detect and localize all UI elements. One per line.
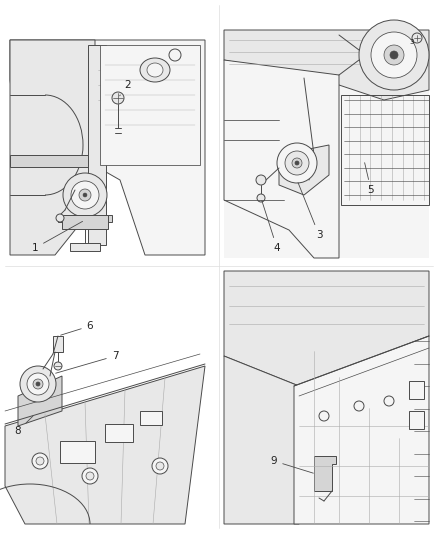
Circle shape (412, 33, 422, 43)
Circle shape (292, 158, 302, 168)
Polygon shape (224, 60, 339, 258)
Circle shape (54, 362, 62, 370)
Bar (409, 411, 424, 429)
Circle shape (36, 457, 44, 465)
Bar (53, 336, 63, 352)
Circle shape (156, 462, 164, 470)
Bar (100, 45, 200, 165)
Circle shape (285, 151, 309, 175)
Circle shape (384, 45, 404, 65)
Polygon shape (294, 336, 429, 524)
Text: 7: 7 (56, 351, 118, 373)
Bar (88, 45, 106, 245)
Circle shape (83, 193, 87, 197)
Circle shape (27, 373, 49, 395)
Polygon shape (224, 356, 299, 524)
Circle shape (257, 194, 265, 202)
Circle shape (112, 92, 124, 104)
Circle shape (384, 396, 394, 406)
Bar (105, 424, 133, 442)
Bar (60, 441, 95, 463)
Circle shape (33, 379, 43, 389)
Text: 6: 6 (60, 321, 93, 335)
Text: 3: 3 (298, 183, 322, 240)
Circle shape (256, 175, 266, 185)
Circle shape (152, 458, 168, 474)
Text: 8: 8 (15, 416, 33, 436)
Ellipse shape (147, 63, 163, 77)
Circle shape (79, 189, 91, 201)
Circle shape (277, 143, 317, 183)
Circle shape (20, 366, 56, 402)
Polygon shape (279, 145, 329, 195)
Text: 3: 3 (410, 39, 414, 45)
Text: 5: 5 (364, 163, 374, 195)
Circle shape (32, 453, 48, 469)
Polygon shape (18, 376, 62, 426)
Bar (10, 155, 88, 167)
Circle shape (354, 401, 364, 411)
Polygon shape (314, 456, 336, 491)
Text: 1: 1 (32, 221, 83, 253)
Text: 4: 4 (262, 200, 280, 253)
Polygon shape (5, 366, 205, 524)
Circle shape (390, 51, 398, 59)
Text: 2: 2 (120, 80, 131, 96)
Circle shape (319, 411, 329, 421)
Text: 9: 9 (271, 456, 313, 473)
Polygon shape (224, 30, 429, 100)
Polygon shape (224, 271, 429, 386)
Polygon shape (10, 40, 95, 255)
Polygon shape (224, 30, 429, 258)
Circle shape (82, 468, 98, 484)
Circle shape (71, 181, 99, 209)
Polygon shape (10, 40, 205, 255)
Bar (341, 95, 429, 205)
Polygon shape (58, 215, 112, 222)
Bar (140, 411, 162, 425)
Bar (62, 215, 108, 229)
Circle shape (371, 32, 417, 78)
Ellipse shape (140, 58, 170, 82)
Circle shape (86, 472, 94, 480)
Circle shape (63, 173, 107, 217)
Circle shape (295, 161, 299, 165)
Circle shape (359, 20, 429, 90)
Polygon shape (224, 271, 429, 524)
Bar (70, 243, 100, 251)
Circle shape (56, 214, 64, 222)
Bar (409, 381, 424, 399)
Circle shape (36, 382, 40, 386)
